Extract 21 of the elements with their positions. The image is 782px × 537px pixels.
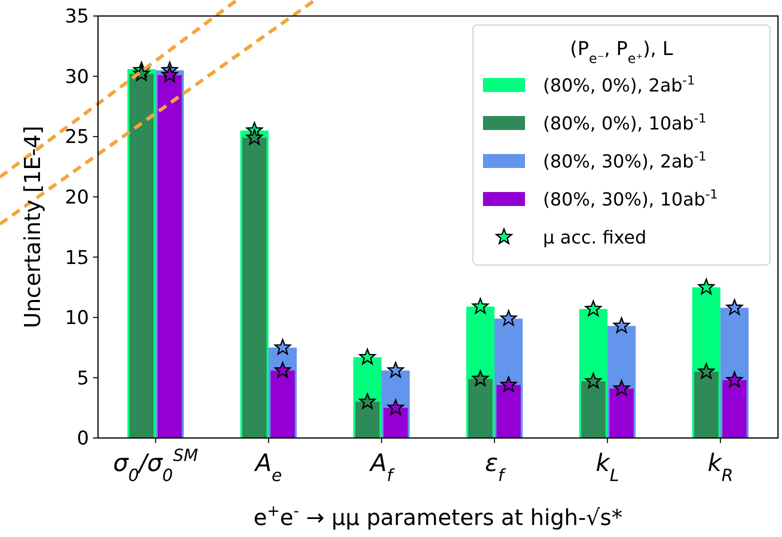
x-tick-label: k$_{R}$	[708, 449, 734, 485]
y-axis-title: Uncertainty [1E-4]	[21, 126, 46, 328]
y-tick-label: 5	[76, 367, 89, 390]
x-axis-title: e$^{+}$e$^{-}$ → μμ parameters at high-√s*	[253, 502, 623, 531]
y-tick-label: 25	[64, 126, 89, 148]
y-tick-label: 0	[76, 428, 89, 450]
legend-title: (P$_{e⁻}$, P$_{e⁺}$), L	[570, 38, 674, 66]
legend-label: (80%, 0%), 10ab$^{-1}$	[543, 110, 706, 134]
legend-label: μ acc. fixed	[543, 227, 646, 248]
x-tick-label: A$_{e}$	[253, 449, 282, 485]
y-tick-label: 15	[64, 246, 89, 269]
x-tick-label: A$_{f}$	[368, 449, 396, 485]
x-tick-label: k$_{L}$	[596, 449, 620, 485]
y-tick-label: 35	[64, 6, 89, 28]
legend-label: (80%, 30%), 10ab$^{-1}$	[543, 186, 718, 210]
x-tick-label: ε$_{f}$	[485, 449, 508, 485]
y-tick-label: 20	[64, 186, 89, 209]
y-tick-label: 30	[64, 66, 89, 88]
legend-label: (80%, 30%), 2ab$^{-1}$	[543, 148, 706, 172]
y-tick-label: 10	[64, 307, 89, 330]
legend-label: (80%, 0%), 2ab$^{-1}$	[543, 72, 695, 96]
